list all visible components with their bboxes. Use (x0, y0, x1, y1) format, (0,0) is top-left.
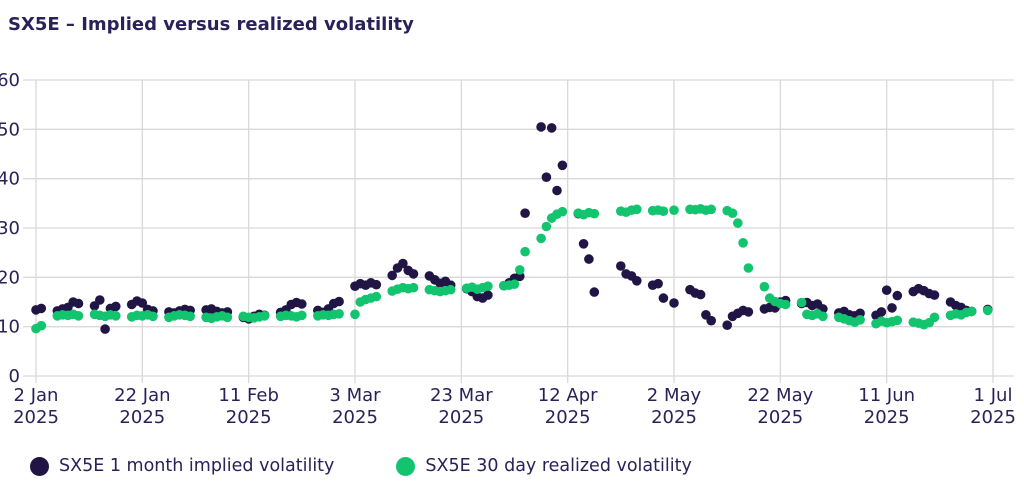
svg-text:2025: 2025 (332, 407, 378, 428)
legend-label-realized: SX5E 30 day realized volatility (425, 456, 692, 476)
svg-text:2025: 2025 (970, 407, 1016, 428)
svg-text:20: 20 (0, 267, 20, 288)
svg-text:3 Mar: 3 Mar (329, 385, 381, 406)
svg-text:11 Jun: 11 Jun (858, 385, 915, 406)
svg-text:50: 50 (0, 119, 20, 140)
legend-label-implied: SX5E 1 month implied volatility (59, 456, 335, 476)
legend-item-realized: SX5E 30 day realized volatility (396, 456, 692, 476)
svg-text:12 Apr: 12 Apr (538, 385, 598, 406)
svg-text:2025: 2025 (119, 407, 165, 428)
chart-title: SX5E – Implied versus realized volatilit… (8, 14, 414, 35)
svg-text:2025: 2025 (651, 407, 697, 428)
svg-text:2025: 2025 (13, 407, 59, 428)
svg-text:2025: 2025 (864, 407, 910, 428)
svg-text:60: 60 (0, 70, 20, 91)
svg-text:40: 40 (0, 169, 20, 190)
realized-series-marker-icon (396, 456, 416, 476)
svg-text:10: 10 (0, 317, 20, 338)
svg-text:2025: 2025 (438, 407, 484, 428)
svg-text:22 Jan: 22 Jan (114, 385, 170, 406)
svg-text:22 May: 22 May (747, 385, 813, 406)
svg-text:2 Jan: 2 Jan (14, 385, 59, 406)
implied-series-marker-icon (30, 456, 49, 476)
svg-text:11 Feb: 11 Feb (218, 385, 279, 406)
svg-text:1 Jul: 1 Jul (974, 385, 1013, 406)
svg-text:2 May: 2 May (647, 385, 702, 406)
svg-text:0: 0 (9, 366, 20, 387)
svg-text:30: 30 (0, 218, 20, 239)
svg-text:23 Mar: 23 Mar (430, 385, 493, 406)
legend: SX5E 1 month implied volatility SX5E 30 … (30, 456, 692, 476)
legend-item-implied: SX5E 1 month implied volatility (30, 456, 334, 476)
svg-text:2025: 2025 (226, 407, 272, 428)
svg-text:2025: 2025 (757, 407, 803, 428)
svg-text:2025: 2025 (545, 407, 591, 428)
